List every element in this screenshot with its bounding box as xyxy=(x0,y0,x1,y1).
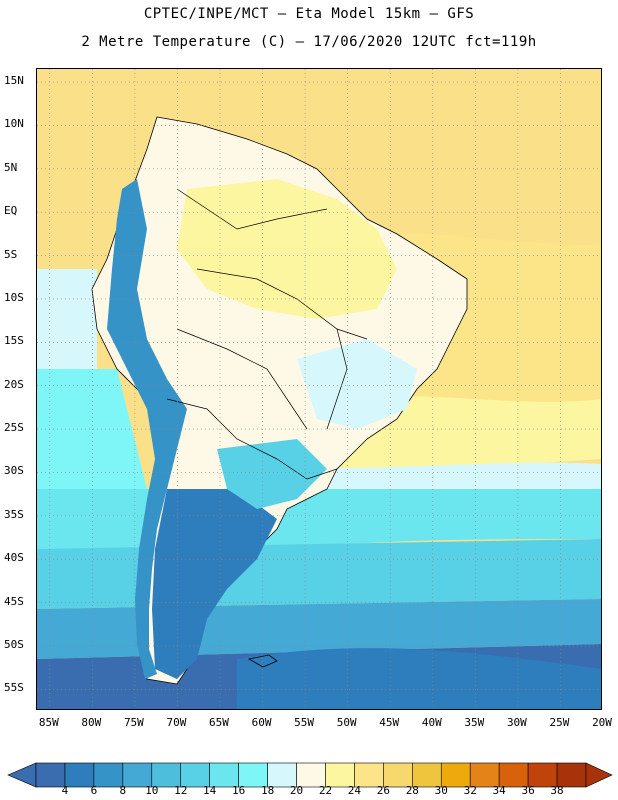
lat-tick-label: 25S xyxy=(4,421,24,435)
lon-tick-label: 50W xyxy=(336,716,357,729)
colorbar-tick-label: 8 xyxy=(119,784,127,797)
colorbar-tick-label: 6 xyxy=(90,784,98,797)
colorbar-min-arrow xyxy=(7,762,37,788)
region-andes xyxy=(107,179,187,679)
lat-tick-label: 10S xyxy=(4,290,24,304)
colorbar-tick-label: 18 xyxy=(260,784,275,797)
region-brazil-highlands xyxy=(297,339,417,429)
colorbar-swatch xyxy=(412,762,442,788)
lon-tick-label: 60W xyxy=(251,716,272,729)
colorbar-tick-label: 34 xyxy=(492,784,506,797)
colorbar-swatch xyxy=(527,762,558,788)
colorbar-tick-label: 26 xyxy=(376,784,390,797)
colorbar-tick-label: 12 xyxy=(174,784,188,797)
temperature-map xyxy=(36,68,602,710)
lon-tick-label: 85W xyxy=(38,716,59,729)
colorbar-tick-label: 20 xyxy=(289,784,304,797)
colorbar-swatch xyxy=(469,762,500,788)
colorbar-max-arrow xyxy=(585,762,613,788)
lon-tick-label: 25W xyxy=(549,716,570,729)
colorbar-swatch xyxy=(383,762,413,788)
colorbar-tick-label: 24 xyxy=(347,784,362,797)
colorbar-swatch xyxy=(296,762,326,788)
band-south-cyan xyxy=(37,489,601,549)
colorbar-swatch xyxy=(64,762,95,788)
colorbar-swatch xyxy=(498,762,529,788)
map-subtitle: 2 Metre Temperature (C) – 17/06/2020 12U… xyxy=(81,34,537,50)
lat-tick-label: 50S xyxy=(4,637,24,651)
lon-tick-label: 35W xyxy=(464,716,485,729)
colorbar-tick-label: 16 xyxy=(232,784,246,797)
colorbar-swatch xyxy=(267,762,297,788)
colorbar-swatch xyxy=(354,762,384,788)
band-mid-teal xyxy=(37,539,601,609)
lat-tick-label: EQ xyxy=(4,204,18,218)
lon-tick-label: 65W xyxy=(209,716,229,729)
colorbar-swatch xyxy=(238,762,268,788)
band-pacific-cyan xyxy=(37,369,147,489)
lat-tick-label: 15S xyxy=(4,334,24,348)
colorbar-tick-label: 14 xyxy=(203,784,217,797)
lat-tick-label: 40S xyxy=(4,551,24,565)
region-patagonia xyxy=(152,489,277,679)
region-amazon-warm xyxy=(177,179,397,319)
lon-tick-label: 20W xyxy=(592,716,612,729)
colorbar-tick-label: 32 xyxy=(463,784,477,797)
colorbar-swatch xyxy=(440,762,471,788)
lat-tick-label: 20S xyxy=(4,377,24,391)
lat-tick-label: 45S xyxy=(4,594,24,608)
band-atlantic-subtropical xyxy=(337,396,601,489)
band-southern-ocean-deep xyxy=(237,648,601,709)
lat-tick-label: 5N xyxy=(4,160,18,174)
colorbar-tick-label: 28 xyxy=(405,784,419,797)
colorbar-swatch xyxy=(35,762,66,788)
map-title: CPTEC/INPE/MCT – Eta Model 15km – GFS xyxy=(143,6,475,22)
colorbar-swatch xyxy=(325,762,355,788)
lat-tick-label: 10N xyxy=(4,117,24,131)
lon-tick-label: 70W xyxy=(166,716,187,729)
lon-tick-label: 75W xyxy=(123,716,144,729)
colorbar-swatch xyxy=(556,762,587,788)
lon-tick-label: 80W xyxy=(81,716,102,729)
lat-tick-label: 15N xyxy=(4,74,24,87)
lat-tick-label: 30S xyxy=(4,464,24,478)
map-canvas xyxy=(37,69,601,709)
falkland-islands xyxy=(247,654,278,668)
colorbar-tick-label: 22 xyxy=(318,784,333,797)
colorbar-tick-label: 36 xyxy=(521,784,535,797)
colorbar-swatch xyxy=(151,762,182,788)
colorbar xyxy=(7,762,613,788)
lon-tick-label: 30W xyxy=(506,716,527,729)
colorbar-swatch xyxy=(122,762,153,788)
region-pampas xyxy=(217,439,327,509)
lon-tick-label: 45W xyxy=(379,716,400,729)
lon-tick-label: 55W xyxy=(294,716,315,729)
colorbar-tick-label: 10 xyxy=(145,784,159,797)
lat-tick-label: 35S xyxy=(4,507,24,521)
colorbar-tick-label: 38 xyxy=(550,784,564,797)
lat-tick-label: 55S xyxy=(4,681,24,695)
colorbar-tick-label: 30 xyxy=(434,784,448,797)
colorbar-tick-label: 4 xyxy=(61,784,69,797)
colorbar-swatch xyxy=(209,762,239,788)
colorbar-swatch xyxy=(93,762,124,788)
lon-tick-label: 40W xyxy=(421,716,442,729)
lat-tick-label: 5S xyxy=(4,247,18,261)
